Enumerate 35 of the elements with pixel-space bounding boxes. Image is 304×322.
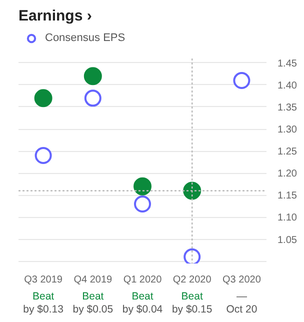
point xyxy=(134,196,151,212)
x-tick-label: Q3 2019 xyxy=(24,274,63,286)
text: by $0.15 xyxy=(172,304,212,316)
y-tick-label: 1.15 xyxy=(278,190,298,202)
text: Oct 20 xyxy=(226,304,258,316)
point xyxy=(183,182,202,200)
text: by $0.04 xyxy=(122,304,163,316)
y-tick-label: 1.10 xyxy=(278,212,298,224)
y-tick-label: 1.25 xyxy=(278,146,298,158)
x-tick-label: Q2 2020 xyxy=(172,274,212,286)
point xyxy=(233,72,250,90)
text: Beat xyxy=(32,290,54,302)
y-tick-label: 1.30 xyxy=(278,124,298,136)
text: — xyxy=(236,290,248,302)
text: Beat xyxy=(82,290,104,302)
y-tick-label: 1.35 xyxy=(278,102,298,114)
chart-title: Earnings › xyxy=(18,8,92,24)
point xyxy=(34,89,52,108)
text: by $0.05 xyxy=(72,304,114,316)
point xyxy=(184,248,201,264)
x-tick-label: Q1 2020 xyxy=(123,274,162,286)
x-tick-label: Q3 2020 xyxy=(222,274,262,286)
y-tick-label: 1.20 xyxy=(278,168,298,180)
point xyxy=(84,67,102,86)
point xyxy=(34,147,52,164)
text: Beat xyxy=(132,290,154,302)
legend-label: Consensus EPS xyxy=(45,32,126,44)
y-tick-label: 1.40 xyxy=(278,80,298,92)
point xyxy=(134,177,152,196)
x-tick-label: Q4 2019 xyxy=(74,274,113,286)
point xyxy=(84,90,102,107)
y-tick-label: 1.45 xyxy=(278,58,298,70)
text: Beat xyxy=(181,290,203,302)
text: by $0.13 xyxy=(23,304,64,316)
y-tick-label: 1.05 xyxy=(278,234,298,246)
